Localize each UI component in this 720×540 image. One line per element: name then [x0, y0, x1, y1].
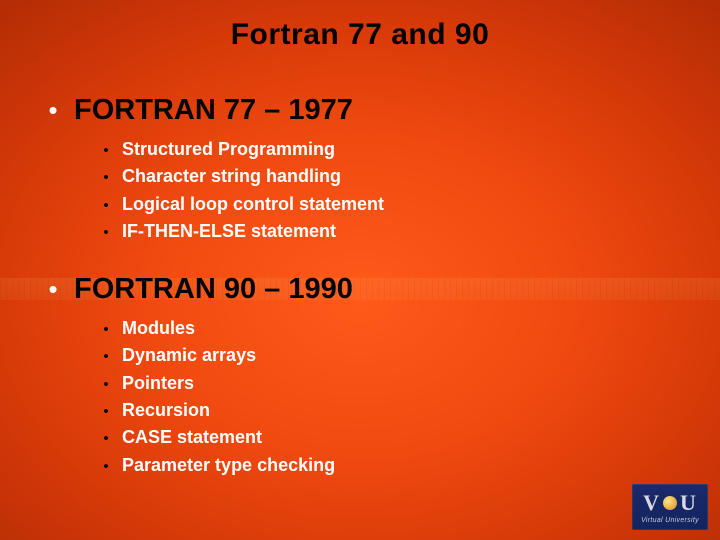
item-text: IF-THEN-ELSE statement: [122, 219, 336, 243]
logo-letter-v: V: [643, 490, 660, 516]
list-item: • Recursion: [102, 398, 680, 422]
bullet-icon: •: [102, 459, 110, 474]
section-title: FORTRAN 77 – 1977: [74, 94, 353, 127]
list-item: • Pointers: [102, 371, 680, 395]
section-title: FORTRAN 90 – 1990: [74, 273, 353, 306]
list-item: • Character string handling: [102, 164, 680, 188]
slide: Fortran 77 and 90 • FORTRAN 77 – 1977 • …: [0, 0, 720, 540]
sublist: • Modules • Dynamic arrays • Pointers • …: [102, 316, 680, 477]
item-text: Character string handling: [122, 164, 341, 188]
list-item: • Dynamic arrays: [102, 343, 680, 367]
vu-logo: V U Virtual University: [632, 484, 708, 530]
logo-main: V U: [643, 490, 697, 516]
bullet-icon: •: [102, 377, 110, 392]
bullet-icon: •: [102, 322, 110, 337]
section-fortran-77: • FORTRAN 77 – 1977 • Structured Program…: [46, 94, 680, 243]
bullet-icon: •: [102, 431, 110, 446]
list-item: • IF-THEN-ELSE statement: [102, 219, 680, 243]
bullet-icon: •: [102, 349, 110, 364]
item-text: Recursion: [122, 398, 210, 422]
bullet-icon: •: [102, 404, 110, 419]
bullet-icon: •: [102, 170, 110, 185]
slide-title: Fortran 77 and 90: [40, 18, 680, 52]
item-text: Dynamic arrays: [122, 343, 256, 367]
section-head: • FORTRAN 77 – 1977: [46, 94, 680, 127]
list-item: • Logical loop control statement: [102, 192, 680, 216]
globe-icon: [663, 496, 677, 510]
item-text: Logical loop control statement: [122, 192, 384, 216]
list-item: • Structured Programming: [102, 137, 680, 161]
section-fortran-90: • FORTRAN 90 – 1990 • Modules • Dynamic …: [46, 273, 680, 477]
list-item: • Parameter type checking: [102, 453, 680, 477]
list-item: • CASE statement: [102, 425, 680, 449]
section-head: • FORTRAN 90 – 1990: [46, 273, 680, 306]
item-text: Modules: [122, 316, 195, 340]
logo-letter-u: U: [680, 490, 697, 516]
sublist: • Structured Programming • Character str…: [102, 137, 680, 243]
item-text: Pointers: [122, 371, 194, 395]
bullet-icon: •: [102, 198, 110, 213]
list-item: • Modules: [102, 316, 680, 340]
item-text: CASE statement: [122, 425, 262, 449]
bullet-icon: •: [102, 143, 110, 158]
bullet-icon: •: [46, 97, 60, 123]
item-text: Structured Programming: [122, 137, 335, 161]
bullet-icon: •: [46, 276, 60, 302]
item-text: Parameter type checking: [122, 453, 335, 477]
logo-subtext: Virtual University: [641, 517, 699, 524]
bullet-icon: •: [102, 225, 110, 240]
